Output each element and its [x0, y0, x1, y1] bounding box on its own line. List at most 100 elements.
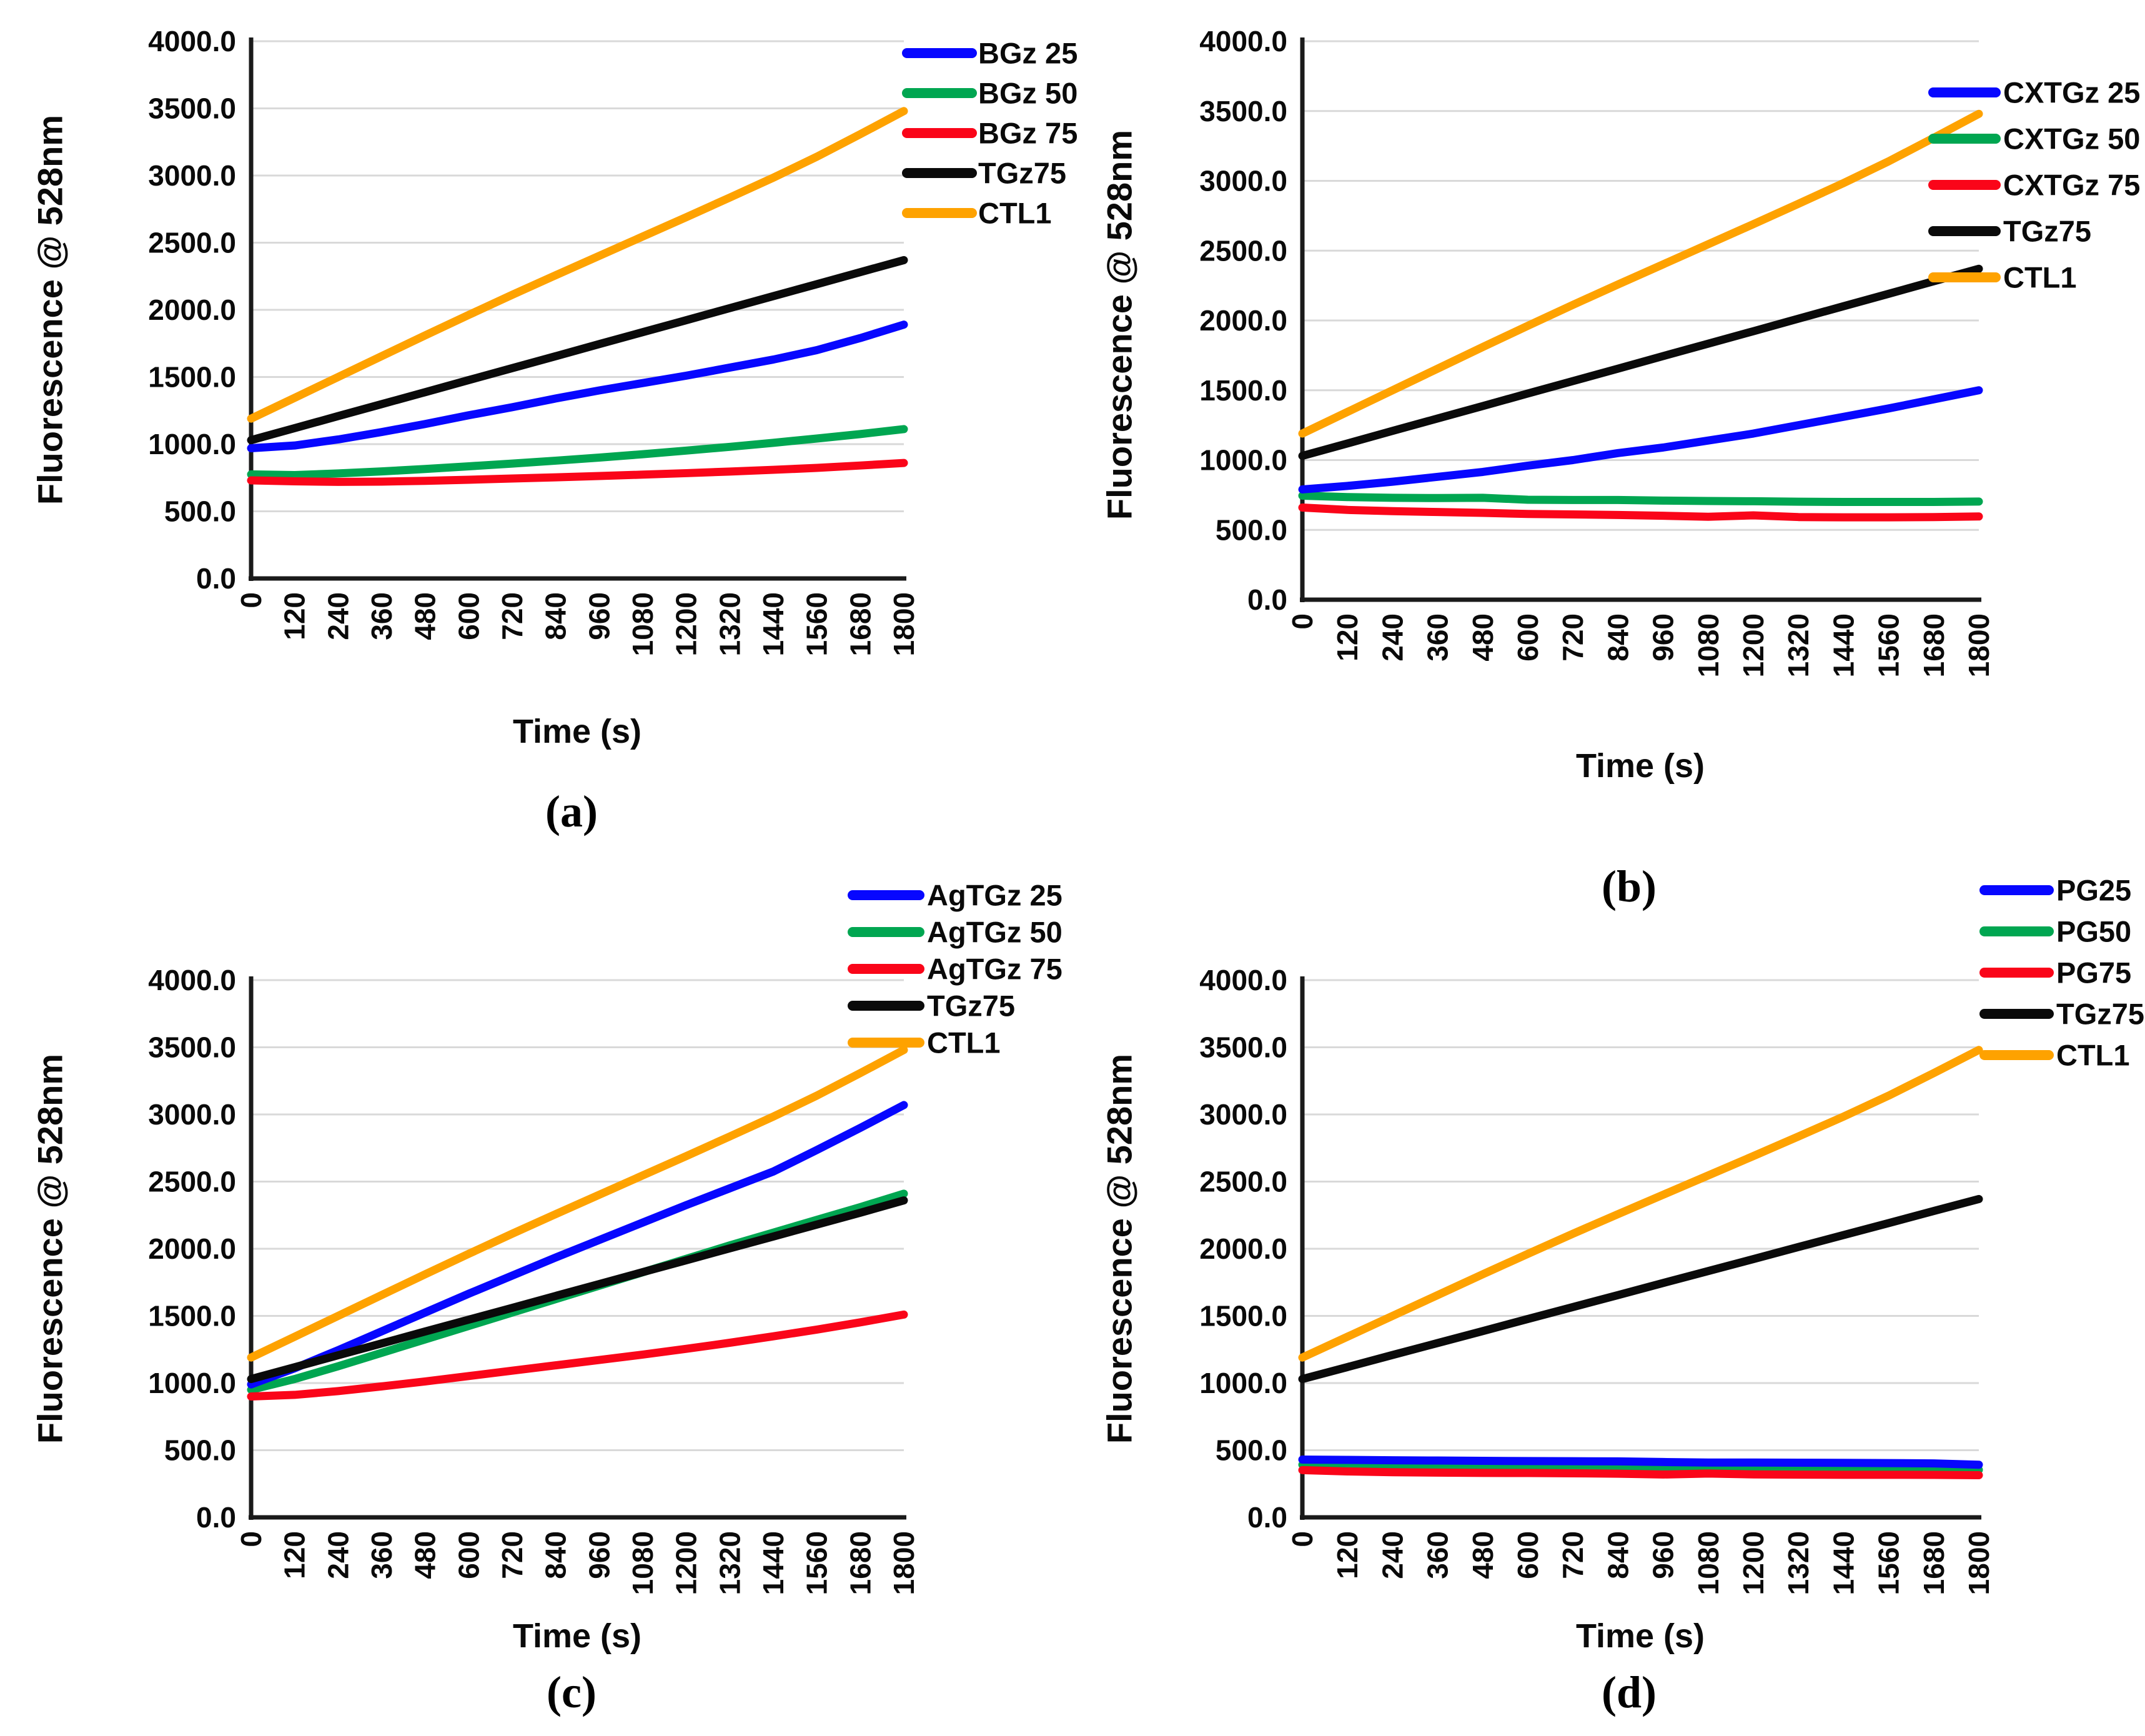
- y-tick-label: 2000.0: [1199, 304, 1287, 337]
- y-tick-label: 3500.0: [1199, 95, 1287, 127]
- x-tick-label: 960: [583, 592, 615, 640]
- series-line-ctl1: [247, 1046, 908, 1362]
- x-tick-label: 240: [322, 592, 354, 640]
- series-line-tgz75: [1298, 1194, 1983, 1384]
- x-axis-title-c: Time (s): [512, 1617, 642, 1655]
- legend-label-cxtgz-25: CXTGz 25: [2003, 76, 2140, 109]
- y-tick-label: 2000.0: [1199, 1233, 1287, 1265]
- x-tick-label: 1080: [1692, 1531, 1725, 1595]
- y-tick-label: 2000.0: [148, 294, 236, 326]
- series-line-cxtgz-50: [1298, 491, 1983, 507]
- y-tick-label: 1500.0: [148, 361, 236, 394]
- panel-caption-c: (c): [547, 1667, 597, 1717]
- legend-label-agtgz-75: AgTGz 75: [927, 953, 1063, 986]
- x-tick-label: 1560: [1873, 1531, 1905, 1595]
- x-axis-title-b: Time (s): [1575, 747, 1705, 785]
- y-tick-label: 2500.0: [1199, 234, 1287, 267]
- y-tick-label: 4000.0: [148, 964, 236, 996]
- x-tick-label: 1680: [1918, 613, 1950, 677]
- legend-label-ctl1: CTL1: [2003, 261, 2077, 294]
- y-tick-label: 1000.0: [1199, 444, 1287, 477]
- x-tick-label: 600: [452, 592, 485, 640]
- x-tick-label: 360: [1422, 1531, 1454, 1579]
- x-tick-label: 1080: [627, 592, 659, 656]
- y-tick-label: 1500.0: [148, 1300, 236, 1332]
- legend-label-tgz75: TGz75: [978, 157, 1066, 190]
- x-tick-label: 720: [496, 1531, 528, 1579]
- legend-label-agtgz-25: AgTGz 25: [927, 879, 1063, 912]
- y-tick-label: 2500.0: [148, 1166, 236, 1198]
- y-tick-label: 0.0: [196, 562, 236, 595]
- x-tick-label: 360: [365, 1531, 398, 1579]
- y-tick-label: 500.0: [1216, 1434, 1287, 1467]
- y-tick-label: 3500.0: [1199, 1031, 1287, 1064]
- x-tick-label: 720: [1557, 613, 1589, 662]
- y-axis-title-d: Fluorescence @ 528nm: [1099, 1053, 1139, 1444]
- x-axis-title-a: Time (s): [512, 713, 642, 750]
- legend-label-ctl1: CTL1: [978, 197, 1052, 230]
- y-tick-label: 3000.0: [1199, 165, 1287, 197]
- legend-label-tgz75: TGz75: [927, 990, 1015, 1023]
- x-tick-label: 1560: [801, 1531, 833, 1595]
- x-tick-label: 600: [452, 1531, 485, 1579]
- legend-label-pg25: PG25: [2056, 874, 2131, 907]
- legend-label-ctl1: CTL1: [927, 1026, 1001, 1059]
- x-tick-label: 360: [365, 592, 398, 640]
- series-line-ctl1: [247, 107, 908, 423]
- legend-label-ctl1: CTL1: [2056, 1039, 2130, 1072]
- y-tick-label: 500.0: [164, 495, 236, 528]
- legend-label-agtgz-50: AgTGz 50: [927, 916, 1063, 949]
- legend-label-tgz75: TGz75: [2003, 215, 2091, 248]
- y-tick-label: 1000.0: [1199, 1367, 1287, 1399]
- x-tick-label: 840: [1602, 1531, 1634, 1579]
- y-tick-label: 500.0: [164, 1434, 236, 1467]
- x-tick-label: 600: [1512, 1531, 1544, 1579]
- legend-label-pg75: PG75: [2056, 956, 2131, 990]
- y-axis-title-a: Fluorescence @ 528nm: [30, 114, 70, 505]
- series-line-agtgz-25: [247, 1101, 908, 1389]
- y-tick-label: 3500.0: [148, 92, 236, 125]
- y-tick-label: 3500.0: [148, 1031, 236, 1064]
- x-tick-label: 480: [409, 592, 442, 640]
- y-tick-label: 0.0: [196, 1501, 236, 1534]
- panel-caption-a: (a): [545, 786, 598, 836]
- x-tick-label: 1680: [844, 592, 876, 656]
- y-tick-label: 0.0: [1247, 583, 1287, 616]
- panel-caption-d: (d): [1602, 1667, 1657, 1717]
- y-axis-title-b: Fluorescence @ 528nm: [1099, 129, 1139, 520]
- x-tick-label: 960: [583, 1531, 615, 1579]
- x-tick-label: 120: [279, 1531, 311, 1579]
- x-tick-label: 1440: [1827, 1531, 1860, 1595]
- x-tick-label: 720: [496, 592, 528, 640]
- series-line-tgz75: [247, 1196, 908, 1384]
- series-line-cxtgz-75: [1298, 503, 1983, 522]
- x-tick-label: 1800: [888, 1531, 920, 1595]
- x-tick-label: 1440: [1827, 613, 1860, 677]
- x-tick-label: 960: [1647, 613, 1680, 662]
- y-tick-label: 1500.0: [1199, 1300, 1287, 1332]
- y-tick-label: 3000.0: [148, 1098, 236, 1131]
- x-tick-label: 120: [1331, 1531, 1364, 1579]
- x-tick-label: 1200: [1737, 1531, 1770, 1595]
- series-line-cxtgz-25: [1298, 386, 1983, 494]
- series-line-pg75: [1298, 1466, 1983, 1479]
- y-tick-label: 1000.0: [148, 1367, 236, 1399]
- x-tick-label: 1200: [670, 592, 703, 656]
- y-tick-label: 2000.0: [148, 1233, 236, 1265]
- x-tick-label: 600: [1512, 613, 1544, 662]
- x-tick-label: 0: [1286, 1531, 1319, 1547]
- x-tick-label: 1080: [1692, 613, 1725, 677]
- x-tick-label: 480: [409, 1531, 442, 1579]
- x-tick-label: 360: [1422, 613, 1454, 662]
- x-tick-label: 120: [279, 592, 311, 640]
- series-line-tgz75: [1298, 264, 1983, 460]
- x-tick-label: 480: [1467, 1531, 1499, 1579]
- x-tick-label: 1800: [1963, 613, 1995, 677]
- x-tick-label: 1320: [1782, 1531, 1815, 1595]
- y-tick-label: 2500.0: [148, 227, 236, 259]
- y-tick-label: 1000.0: [148, 428, 236, 460]
- x-tick-label: 960: [1647, 1531, 1680, 1579]
- y-tick-label: 2500.0: [1199, 1166, 1287, 1198]
- x-tick-label: 1560: [801, 592, 833, 656]
